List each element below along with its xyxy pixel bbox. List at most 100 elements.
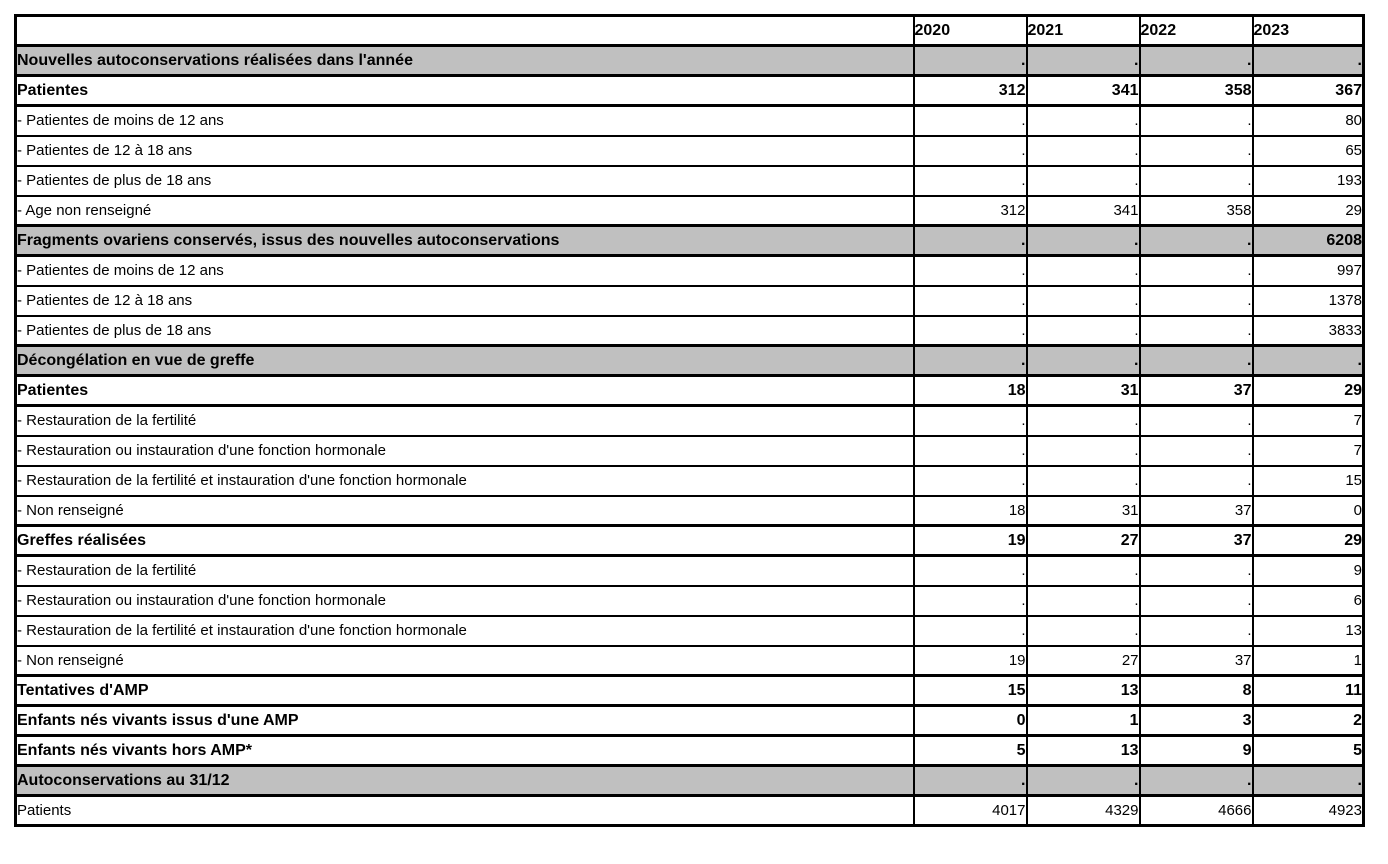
corner-cell xyxy=(14,14,915,47)
value-cell: 5 xyxy=(1251,734,1365,767)
value-cell: . xyxy=(912,134,1028,167)
value-cell: . xyxy=(912,314,1028,347)
table-row: Nouvelles autoconservations réalisées da… xyxy=(14,44,1365,77)
table-row: - Patientes de moins de 12 ans . . . 997 xyxy=(14,254,1365,287)
value-cell: 27 xyxy=(1025,644,1141,677)
value-cell: . xyxy=(912,44,1028,77)
value-cell: . xyxy=(1025,134,1141,167)
value-cell: . xyxy=(1025,44,1141,77)
value-cell: . xyxy=(1138,224,1254,257)
value-cell: . xyxy=(1138,614,1254,647)
value-cell: 18 xyxy=(912,494,1028,527)
value-cell: . xyxy=(1138,134,1254,167)
value-cell: . xyxy=(1138,314,1254,347)
value-cell: . xyxy=(1138,44,1254,77)
value-cell: 13 xyxy=(1025,674,1141,707)
value-cell: . xyxy=(1025,254,1141,287)
row-label: Enfants nés vivants hors AMP* xyxy=(14,734,915,767)
table-row: Enfants nés vivants hors AMP* 5 13 9 5 xyxy=(14,734,1365,767)
value-cell: 18 xyxy=(912,374,1028,407)
value-cell: . xyxy=(912,224,1028,257)
row-label: - Patientes de plus de 18 ans xyxy=(14,164,915,197)
value-cell: . xyxy=(912,104,1028,137)
value-cell: 37 xyxy=(1138,494,1254,527)
row-label: - Restauration de la fertilité et instau… xyxy=(14,464,915,497)
table-row: - Restauration de la fertilité et instau… xyxy=(14,464,1365,497)
row-label: - Non renseigné xyxy=(14,644,915,677)
table-row: Greffes réalisées 19 27 37 29 xyxy=(14,524,1365,557)
table-row: Autoconservations au 31/12 . . . . xyxy=(14,764,1365,797)
value-cell: 29 xyxy=(1251,374,1365,407)
value-cell: 1 xyxy=(1025,704,1141,737)
row-label: Tentatives d'AMP xyxy=(14,674,915,707)
value-cell: 0 xyxy=(912,704,1028,737)
value-cell: . xyxy=(912,554,1028,587)
value-cell: 312 xyxy=(912,74,1028,107)
value-cell: 358 xyxy=(1138,74,1254,107)
value-cell: 2 xyxy=(1251,704,1365,737)
table-row: - Patientes de plus de 18 ans . . . 3833 xyxy=(14,314,1365,347)
value-cell: 4666 xyxy=(1138,794,1254,827)
value-cell: . xyxy=(1025,344,1141,377)
value-cell: . xyxy=(1138,104,1254,137)
value-cell: 65 xyxy=(1251,134,1365,167)
value-cell: 4923 xyxy=(1251,794,1365,827)
value-cell: 31 xyxy=(1025,494,1141,527)
value-cell: 80 xyxy=(1251,104,1365,137)
value-cell: 997 xyxy=(1251,254,1365,287)
value-cell: . xyxy=(1025,464,1141,497)
value-cell: . xyxy=(1138,284,1254,317)
value-cell: 367 xyxy=(1251,74,1365,107)
value-cell: . xyxy=(1025,584,1141,617)
value-cell: . xyxy=(912,254,1028,287)
table-row: - Patientes de 12 à 18 ans . . . 1378 xyxy=(14,284,1365,317)
value-cell: 37 xyxy=(1138,374,1254,407)
row-label: Patientes xyxy=(14,374,915,407)
row-label: Fragments ovariens conservés, issus des … xyxy=(14,224,915,257)
table-row: - Patientes de moins de 12 ans . . . 80 xyxy=(14,104,1365,137)
row-label: Décongélation en vue de greffe xyxy=(14,344,915,377)
table-row: - Non renseigné 19 27 37 1 xyxy=(14,644,1365,677)
value-cell: 1378 xyxy=(1251,284,1365,317)
value-cell: . xyxy=(1251,344,1365,377)
value-cell: . xyxy=(1138,584,1254,617)
value-cell: 15 xyxy=(1251,464,1365,497)
row-label: Nouvelles autoconservations réalisées da… xyxy=(14,44,915,77)
value-cell: 341 xyxy=(1025,194,1141,227)
table-row: - Non renseigné 18 31 37 0 xyxy=(14,494,1365,527)
year-column-header: 2023 xyxy=(1251,14,1365,47)
row-label: Enfants nés vivants issus d'une AMP xyxy=(14,704,915,737)
row-label: Autoconservations au 31/12 xyxy=(14,764,915,797)
value-cell: . xyxy=(912,344,1028,377)
table-body: Nouvelles autoconservations réalisées da… xyxy=(14,44,1365,827)
row-label: Greffes réalisées xyxy=(14,524,915,557)
table-row: - Restauration de la fertilité . . . 7 xyxy=(14,404,1365,437)
table-row: Fragments ovariens conservés, issus des … xyxy=(14,224,1365,257)
value-cell: . xyxy=(1251,764,1365,797)
year-column-header: 2022 xyxy=(1138,14,1254,47)
value-cell: . xyxy=(912,404,1028,437)
table-row: Patientes 312 341 358 367 xyxy=(14,74,1365,107)
value-cell: 4329 xyxy=(1025,794,1141,827)
value-cell: 358 xyxy=(1138,194,1254,227)
value-cell: . xyxy=(1025,554,1141,587)
value-cell: . xyxy=(912,164,1028,197)
value-cell: 312 xyxy=(912,194,1028,227)
value-cell: 4017 xyxy=(912,794,1028,827)
page: 2020 2021 2022 2023 Nouvelles autoconser… xyxy=(0,14,1388,864)
row-label: - Patientes de plus de 18 ans xyxy=(14,314,915,347)
value-cell: 3833 xyxy=(1251,314,1365,347)
value-cell: . xyxy=(912,464,1028,497)
value-cell: . xyxy=(1138,764,1254,797)
value-cell: . xyxy=(1138,164,1254,197)
row-label: - Age non renseigné xyxy=(14,194,915,227)
value-cell: 6208 xyxy=(1251,224,1365,257)
value-cell: . xyxy=(1025,224,1141,257)
value-cell: . xyxy=(1025,314,1141,347)
table-row: - Restauration de la fertilité . . . 9 xyxy=(14,554,1365,587)
value-cell: . xyxy=(912,584,1028,617)
value-cell: 27 xyxy=(1025,524,1141,557)
value-cell: 9 xyxy=(1251,554,1365,587)
row-label: - Patientes de moins de 12 ans xyxy=(14,254,915,287)
value-cell: 29 xyxy=(1251,524,1365,557)
